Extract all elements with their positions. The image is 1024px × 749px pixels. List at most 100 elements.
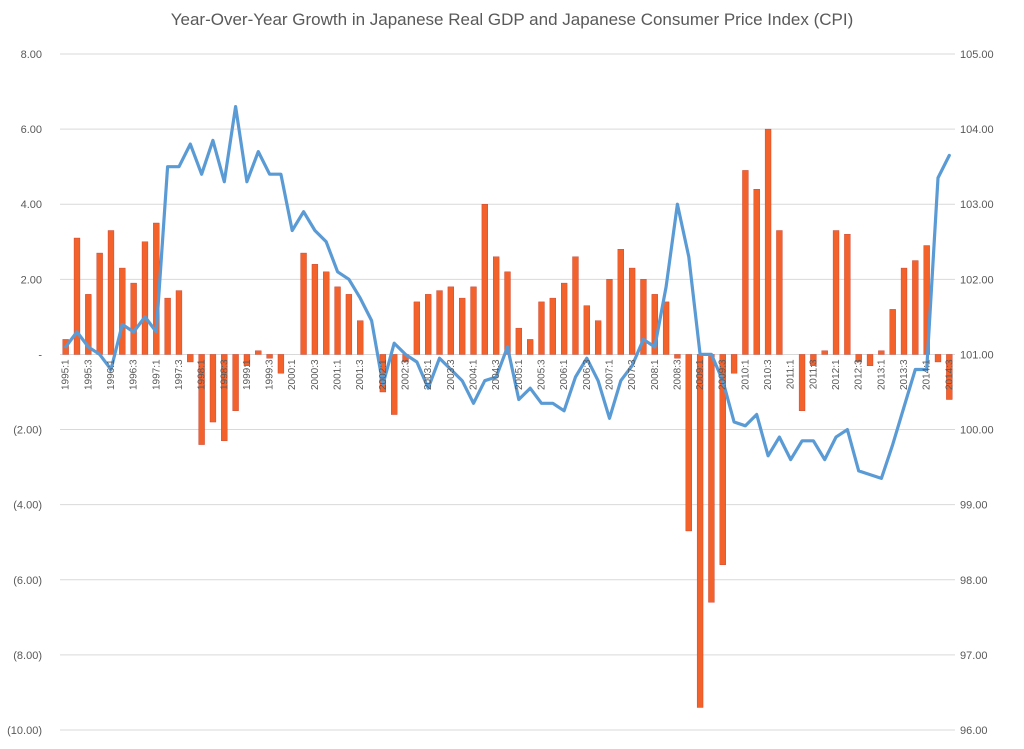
gdp-bar bbox=[277, 354, 285, 374]
chart-title: Year-Over-Year Growth in Japanese Real G… bbox=[170, 10, 854, 29]
y-right-tick-label: 99.00 bbox=[960, 500, 988, 512]
gdp-bar bbox=[798, 354, 806, 411]
gdp-bar bbox=[357, 320, 364, 355]
y-right-tick-label: 96.00 bbox=[960, 725, 988, 737]
gdp-bar bbox=[334, 286, 341, 355]
x-tick-label: 2014:3 bbox=[944, 359, 955, 390]
x-tick-label: 1997:3 bbox=[174, 359, 185, 390]
gdp-bar bbox=[187, 354, 194, 363]
gdp-bar bbox=[753, 188, 760, 355]
x-tick-label: 2014:1 bbox=[922, 359, 933, 390]
gdp-bar bbox=[481, 204, 488, 355]
gdp-bar bbox=[345, 294, 353, 355]
gdp-bar bbox=[776, 230, 783, 355]
x-tick-label: 2004:1 bbox=[469, 359, 480, 390]
x-tick-label: 1998:3 bbox=[219, 359, 230, 390]
gdp-bar bbox=[855, 354, 862, 363]
gdp-bar bbox=[413, 301, 421, 355]
gdp-bar bbox=[572, 256, 579, 355]
gdp-bar bbox=[561, 282, 568, 355]
x-tick-label: 2003:3 bbox=[446, 359, 457, 390]
y-right-tick-label: 97.00 bbox=[960, 650, 988, 662]
gdp-bar bbox=[447, 286, 455, 355]
x-tick-label: 2003:1 bbox=[423, 359, 434, 390]
x-tick-label: 2010:1 bbox=[740, 359, 751, 390]
x-tick-label: 2009:1 bbox=[695, 359, 706, 390]
y-left-tick-label: 8.00 bbox=[21, 49, 42, 61]
gdp-bar bbox=[696, 354, 704, 708]
y-right-tick-label: 98.00 bbox=[960, 575, 988, 587]
y-right-tick-label: 104.00 bbox=[960, 124, 994, 136]
gdp-bar bbox=[810, 354, 817, 366]
gdp-bar bbox=[878, 350, 885, 355]
gdp-bar bbox=[311, 264, 319, 355]
gdp-bar bbox=[946, 354, 953, 400]
gdp-bar bbox=[436, 290, 443, 355]
gdp-bar bbox=[527, 339, 534, 355]
gdp-bar bbox=[866, 354, 874, 366]
gdp-bar bbox=[425, 294, 432, 355]
gdp-bar bbox=[107, 230, 115, 355]
gdp-bar bbox=[504, 271, 511, 355]
x-tick-label: 2002:1 bbox=[378, 359, 389, 390]
gdp-bar bbox=[232, 354, 239, 411]
x-tick-label: 1998:1 bbox=[197, 359, 208, 390]
x-tick-label: 1996:3 bbox=[129, 359, 140, 390]
gdp-bar bbox=[628, 267, 636, 355]
gdp-bar bbox=[821, 350, 828, 355]
x-tick-label: 2013:3 bbox=[899, 359, 910, 390]
gdp-bar bbox=[515, 327, 522, 355]
y-left-tick-label: (8.00) bbox=[13, 650, 42, 662]
x-tick-label: 2005:3 bbox=[536, 359, 547, 390]
gdp-bar bbox=[493, 256, 500, 355]
gdp-bar bbox=[674, 354, 681, 359]
cpi-line bbox=[64, 104, 951, 480]
gdp-bar bbox=[617, 249, 624, 355]
y-right-tick-label: 103.00 bbox=[960, 199, 994, 211]
gdp-bar bbox=[708, 354, 715, 603]
gdp-bar bbox=[934, 354, 942, 363]
x-tick-label: 2008:1 bbox=[650, 359, 661, 390]
x-tick-label: 2005:1 bbox=[514, 359, 525, 390]
y-right-tick-label: 100.00 bbox=[960, 425, 994, 437]
gdp-bar bbox=[391, 354, 398, 415]
gdp-bar bbox=[73, 237, 81, 355]
gdp-bar bbox=[549, 297, 556, 355]
gdp-bar bbox=[606, 279, 613, 355]
gdp-bar bbox=[255, 350, 262, 355]
gdp-bar bbox=[323, 271, 330, 355]
y-left-tick-label: (4.00) bbox=[13, 500, 42, 512]
x-tick-label: 1995:3 bbox=[83, 359, 94, 390]
gdp-bar bbox=[685, 354, 692, 532]
x-tick-label: 1997:1 bbox=[151, 359, 162, 390]
x-tick-label: 2010:3 bbox=[763, 359, 774, 390]
x-tick-label: 2007:1 bbox=[604, 359, 615, 390]
x-tick-label: 2000:3 bbox=[310, 359, 321, 390]
gdp-bar bbox=[164, 297, 171, 355]
y-right-tick-label: 105.00 bbox=[960, 49, 994, 61]
y-axis-right: 96.00 97.00 98.00 99.00 100.00 101.00 102.00 10… bbox=[960, 49, 994, 737]
x-tick-label: 2012:3 bbox=[854, 359, 865, 390]
gdp-bar bbox=[764, 128, 772, 355]
gdp-bar bbox=[459, 297, 466, 355]
y-left-tick-label: (6.00) bbox=[13, 575, 42, 587]
x-tick-label: 2002:3 bbox=[401, 359, 412, 390]
x-tick-label: 1996:1 bbox=[106, 359, 117, 390]
gdp-bar bbox=[662, 301, 670, 355]
gdp-bar bbox=[209, 354, 217, 423]
x-tick-label: 2006:3 bbox=[582, 359, 593, 390]
gdp-bar bbox=[119, 267, 126, 355]
gdp-bar bbox=[538, 301, 545, 355]
x-tick-label: 2001:3 bbox=[355, 359, 366, 390]
gdp-bar bbox=[243, 354, 251, 366]
gdp-bar bbox=[719, 354, 726, 565]
gdp-bar bbox=[300, 252, 307, 355]
y-left-tick-label: (2.00) bbox=[13, 425, 42, 437]
gdp-bar bbox=[130, 282, 137, 355]
x-tick-label: 2011:1 bbox=[786, 359, 797, 389]
x-tick-label: 2006:1 bbox=[559, 359, 570, 390]
y-right-tick-label: 102.00 bbox=[960, 274, 994, 286]
x-tick-label: 2009:3 bbox=[718, 359, 729, 390]
x-tick-label: 2008:3 bbox=[672, 359, 683, 390]
